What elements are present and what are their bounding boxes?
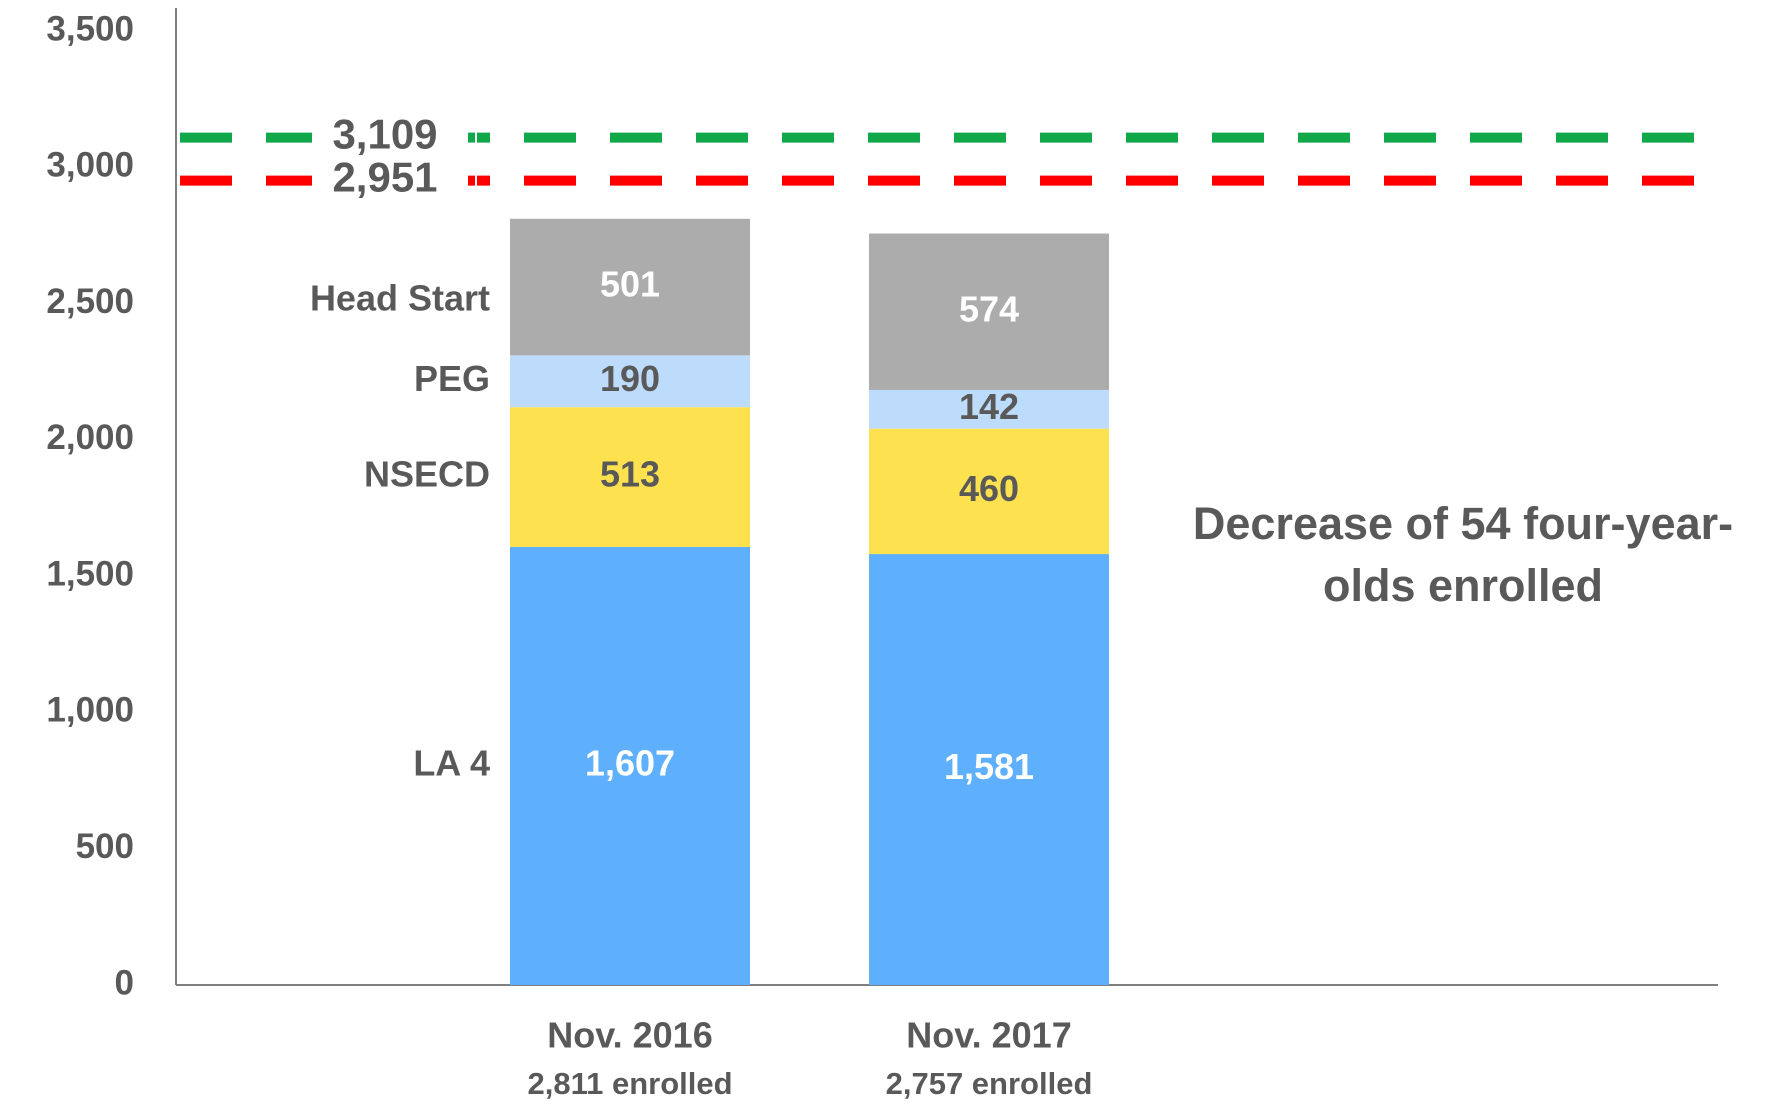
y-tick-label: 2,000 bbox=[46, 418, 134, 457]
value-label: 513 bbox=[600, 454, 660, 495]
y-tick-label: 1,500 bbox=[46, 554, 134, 593]
reference-label: 3,109 bbox=[332, 111, 437, 158]
bar-segment bbox=[869, 554, 1109, 985]
bar-segment bbox=[510, 355, 750, 408]
bar-segment bbox=[510, 407, 750, 547]
x-tick-label: Nov. 2017 bbox=[906, 1015, 1071, 1056]
reference-dot bbox=[468, 175, 475, 186]
series-label: NSECD bbox=[364, 454, 490, 495]
bar-segment bbox=[869, 428, 1109, 555]
reference-dot bbox=[468, 132, 475, 143]
series-label: LA 4 bbox=[413, 743, 490, 784]
reference-label: 2,951 bbox=[332, 154, 437, 201]
x-tick-sublabel: 2,811 enrolled bbox=[527, 1066, 732, 1100]
reference-label-bg bbox=[312, 156, 477, 205]
value-label: 190 bbox=[600, 358, 660, 399]
annotation: olds enrolled bbox=[1323, 560, 1603, 611]
value-label: 1,581 bbox=[944, 746, 1034, 787]
y-tick-label: 3,000 bbox=[46, 146, 134, 185]
y-tick-label: 500 bbox=[76, 827, 134, 866]
value-label: 1,607 bbox=[585, 743, 675, 784]
y-tick-label: 1,000 bbox=[46, 691, 134, 730]
y-tick-label: 0 bbox=[115, 963, 134, 1002]
x-tick-label: Nov. 2016 bbox=[547, 1015, 712, 1056]
bar-segment bbox=[869, 233, 1109, 390]
series-label: Head Start bbox=[310, 278, 490, 319]
y-tick-label: 3,500 bbox=[46, 9, 134, 48]
y-tick-label: 2,500 bbox=[46, 282, 134, 321]
bar-segment bbox=[510, 546, 750, 985]
value-label: 142 bbox=[959, 386, 1019, 427]
reference-label-bg bbox=[312, 113, 477, 162]
bar-segment bbox=[869, 389, 1109, 429]
value-label: 574 bbox=[959, 288, 1019, 329]
annotation: Decrease of 54 four-year- bbox=[1193, 498, 1733, 549]
value-label: 501 bbox=[600, 264, 660, 305]
bar-segment bbox=[510, 218, 750, 356]
x-tick-sublabel: 2,757 enrolled bbox=[886, 1066, 1093, 1100]
value-label: 460 bbox=[959, 468, 1019, 509]
series-label: PEG bbox=[414, 358, 490, 399]
